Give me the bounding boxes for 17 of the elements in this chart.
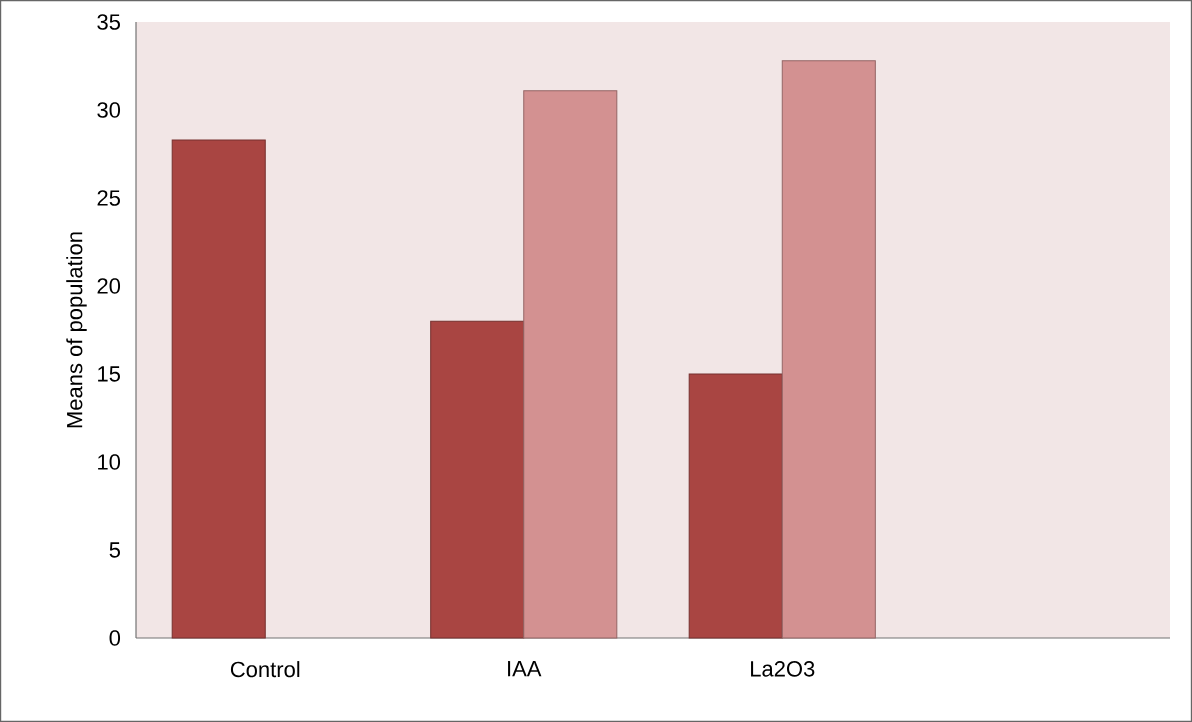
x-tick-label: Control [230,661,300,678]
bar [781,60,876,639]
y-tick-label: 15 [98,366,120,382]
y-axis-title: Means of population [66,232,87,428]
bar [430,320,525,639]
y-tick-label: 35 [97,14,120,30]
y-tick-label: 20 [97,278,121,294]
y-tick-label: 5 [109,542,120,558]
y-tick-label: 0 [109,630,121,646]
y-tick-label: 10 [98,454,121,470]
x-tick-label: La2O3 [751,661,815,677]
bar [688,373,783,639]
bar [171,139,266,639]
x-tick-label: IAA [508,661,542,677]
y-tick-label: 30 [97,102,121,118]
bar [523,90,618,639]
y-tick-label: 25 [97,190,120,206]
